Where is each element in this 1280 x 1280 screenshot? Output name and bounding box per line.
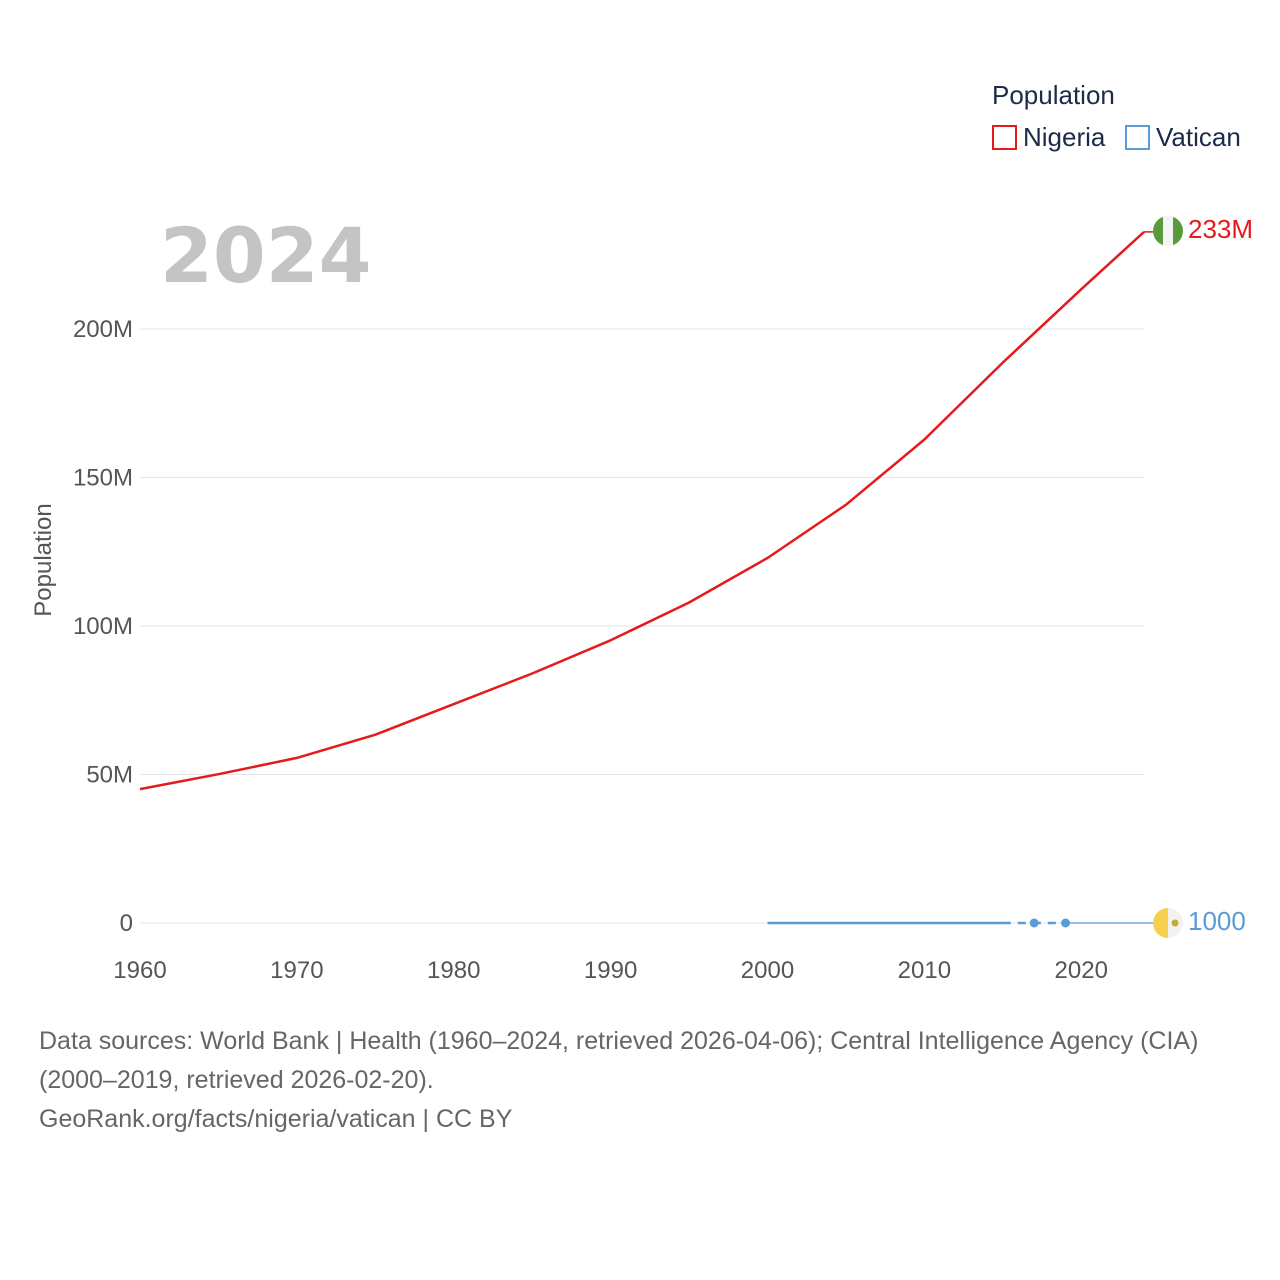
y-tick-label-0: 0 — [120, 910, 133, 937]
nigeria-flag-icon — [1153, 216, 1183, 246]
series-lines — [139, 230, 1153, 928]
y-axis-ticks: 0 50M 100M 150M 200M — [73, 316, 133, 937]
y-tick-label-2: 100M — [73, 613, 133, 640]
vatican-point-2019 — [1061, 918, 1071, 928]
source-link[interactable]: GeoRank.org/facts/nigeria/vatican | CC B… — [39, 1105, 513, 1133]
legend-swatch-nigeria — [992, 125, 1017, 150]
x-tick-label-1960: 1960 — [113, 957, 166, 984]
y-tick-label-3: 150M — [73, 465, 133, 492]
data-sources-text: Data sources: World Bank | Health (1960–… — [39, 1027, 1199, 1094]
legend-label-vatican[interactable]: Vatican — [1156, 122, 1241, 152]
x-tick-label-1970: 1970 — [270, 957, 323, 984]
x-tick-label-2010: 2010 — [898, 957, 951, 984]
x-tick-label-1990: 1990 — [584, 957, 637, 984]
y-tick-label-4: 200M — [73, 316, 133, 343]
y-axis-title: Population — [30, 503, 57, 616]
vatican-point-2017 — [1029, 918, 1039, 928]
x-axis-ticks: 1960 1970 1980 1990 2000 2010 2020 — [113, 957, 1108, 984]
x-tick-label-2000: 2000 — [741, 957, 794, 984]
nigeria-end-label: 233M — [1188, 214, 1253, 244]
x-tick-label-1980: 1980 — [427, 957, 480, 984]
legend-title: Population — [992, 80, 1115, 110]
legend: Population Nigeria Vatican — [992, 80, 1241, 152]
footer: Data sources: World Bank | Health (1960–… — [39, 1022, 1259, 1139]
vatican-end-label: 1000 — [1188, 906, 1246, 936]
y-tick-label-1: 50M — [86, 762, 133, 789]
year-indicator: 2024 — [160, 211, 372, 300]
vatican-flag-icon — [1153, 908, 1183, 938]
nigeria-line — [139, 230, 1145, 791]
x-tick-label-2020: 2020 — [1055, 957, 1108, 984]
legend-swatch-vatican — [1125, 125, 1150, 150]
legend-label-nigeria[interactable]: Nigeria — [1023, 122, 1106, 152]
